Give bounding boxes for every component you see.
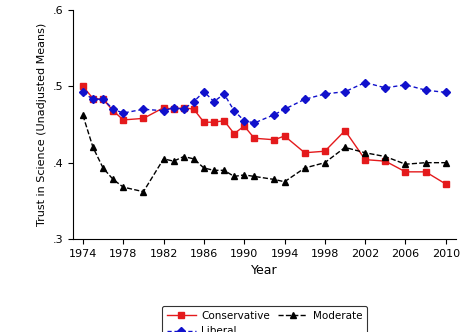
- X-axis label: Year: Year: [251, 264, 278, 277]
- Legend: Conservative, Liberal, Moderate: Conservative, Liberal, Moderate: [162, 306, 367, 332]
- Y-axis label: Trust in Science (Unadjusted Means): Trust in Science (Unadjusted Means): [37, 23, 47, 226]
